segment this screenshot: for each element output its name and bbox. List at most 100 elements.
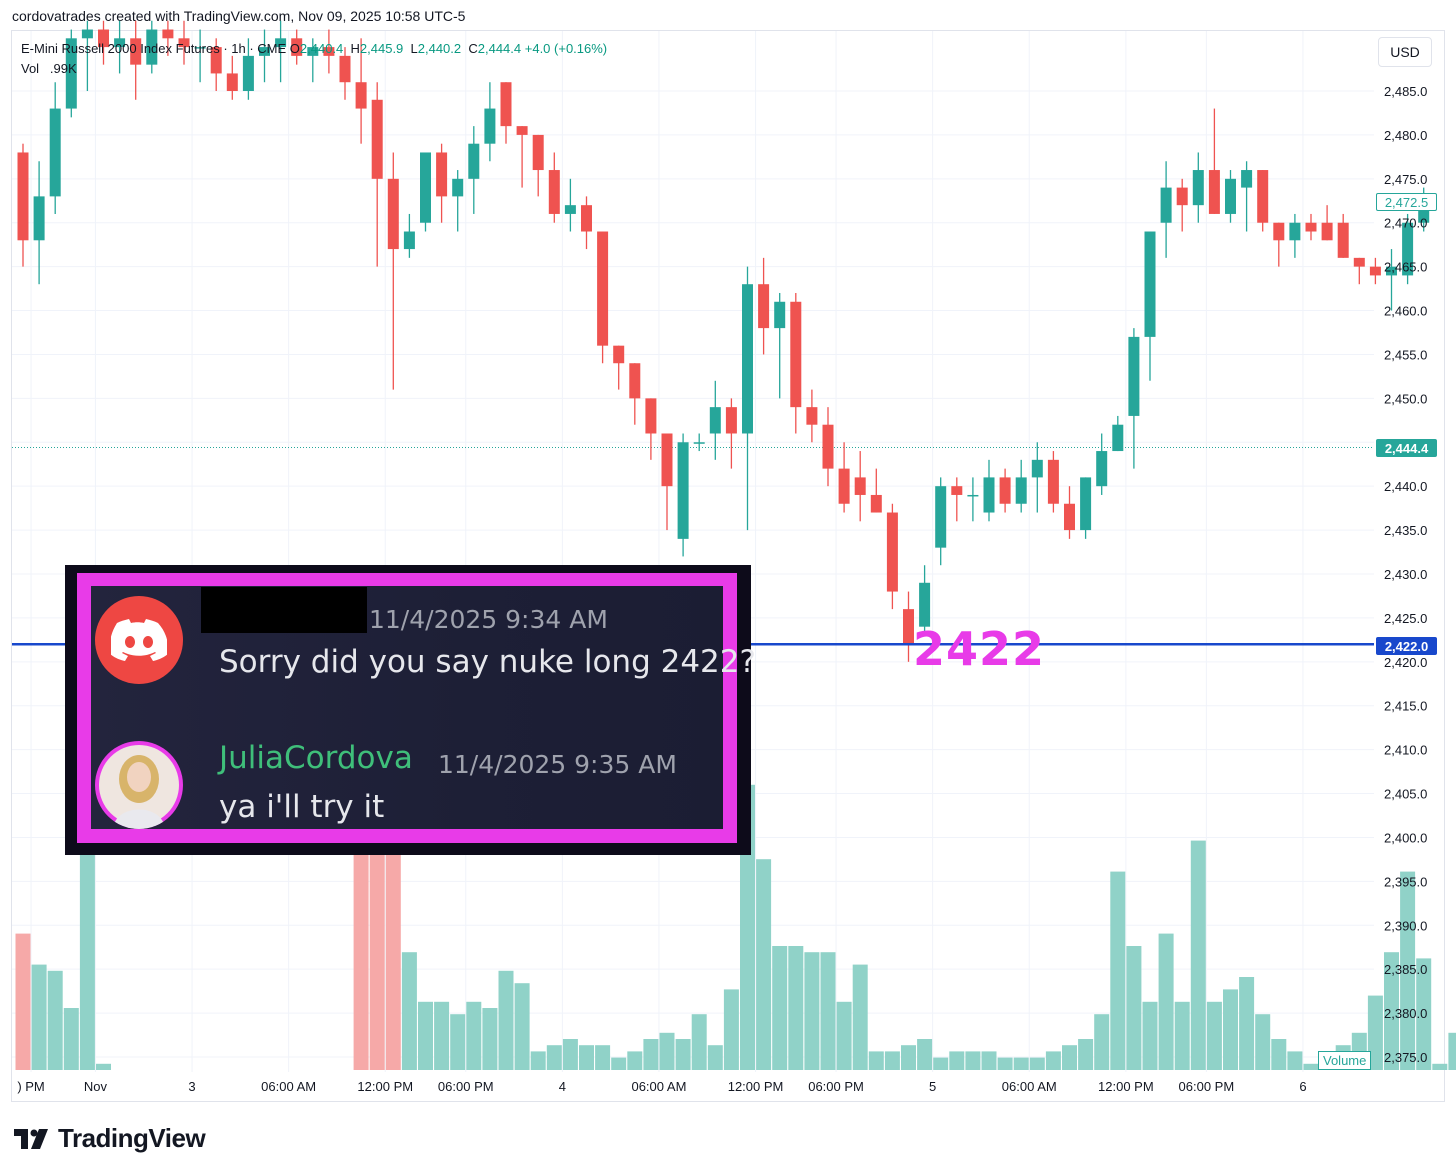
candle-body xyxy=(983,477,995,513)
candle-body xyxy=(81,29,93,39)
volume-bar xyxy=(353,797,369,1070)
currency-button[interactable]: USD xyxy=(1378,37,1432,67)
tradingview-brand[interactable]: TradingView xyxy=(14,1123,206,1154)
volume-bar xyxy=(1094,1014,1110,1070)
y-tick-label: 2,440.0 xyxy=(1384,479,1427,494)
ohlc-legend: E-Mini Russell 2000 Index Futures · 1h ·… xyxy=(21,41,607,56)
candle-body xyxy=(758,284,770,329)
volume-bar xyxy=(96,1063,111,1070)
candle-body xyxy=(1353,257,1365,267)
volume-bar xyxy=(1078,1039,1094,1070)
y-tick-label: 2,485.0 xyxy=(1384,84,1427,99)
x-tick-label: 12:00 PM xyxy=(1098,1079,1154,1094)
volume-bar xyxy=(917,1039,933,1070)
volume-bar xyxy=(965,1051,981,1070)
x-tick-label: 6 xyxy=(1299,1079,1306,1094)
volume-bar xyxy=(836,1001,852,1070)
volume-bar xyxy=(804,952,820,1070)
message-timestamp: 11/4/2025 9:34 AM xyxy=(369,605,608,634)
chart-caption: cordovatrades created with TradingView.c… xyxy=(12,8,466,24)
candle-body xyxy=(967,494,979,497)
candle-body xyxy=(677,442,689,539)
chart-frame xyxy=(11,30,1445,1102)
y-tick-label: 2,480.0 xyxy=(1384,128,1427,143)
candle-body xyxy=(742,284,753,434)
tradingview-logo-icon xyxy=(14,1128,48,1149)
volume-bar xyxy=(852,964,868,1070)
candle-body xyxy=(1176,187,1188,206)
candle-body xyxy=(98,29,109,48)
volume-bar xyxy=(627,1051,643,1070)
volume-bar xyxy=(1158,933,1174,1070)
y-tick-label: 2,475.0 xyxy=(1384,172,1427,187)
volume-bar xyxy=(756,859,772,1070)
volume-bar xyxy=(1400,871,1416,1070)
volume-bar xyxy=(1110,871,1126,1070)
volume-bar xyxy=(643,1039,659,1070)
high-label: H xyxy=(350,41,360,56)
candle-body xyxy=(709,407,721,434)
candle-body xyxy=(1208,170,1220,214)
close-label: C xyxy=(468,41,478,56)
volume-bar xyxy=(450,1014,466,1070)
volume-bar xyxy=(611,1057,627,1070)
volume-bar xyxy=(1190,840,1206,1070)
open-label: O xyxy=(289,41,300,56)
x-tick-label: 4 xyxy=(559,1079,566,1094)
y-tick-label: 2,425.0 xyxy=(1384,611,1427,626)
candle-body xyxy=(1402,222,1414,276)
candle-body xyxy=(130,38,142,65)
candle-body xyxy=(919,582,931,627)
volume-bar xyxy=(498,970,514,1070)
volume-bar xyxy=(820,952,836,1070)
x-tick-label: 06:00 AM xyxy=(631,1079,686,1094)
volume-bar xyxy=(595,1045,611,1070)
volume-bar xyxy=(369,797,385,1070)
volume-bar xyxy=(15,933,31,1070)
y-tick-label: 2,435.0 xyxy=(1384,523,1427,538)
volume-bar xyxy=(401,952,417,1070)
y-tick-label: 2,395.0 xyxy=(1384,874,1427,889)
candle-body xyxy=(403,231,415,250)
level-annotation: 2422 xyxy=(913,622,1046,676)
candle-body xyxy=(774,301,786,329)
volume-bar xyxy=(949,1051,965,1070)
volume-bar xyxy=(1013,1057,1029,1070)
candle-body xyxy=(500,82,512,127)
volume-bar xyxy=(466,1001,482,1070)
volume-bar xyxy=(514,983,530,1070)
volume-bar xyxy=(1062,1045,1077,1070)
candle-body xyxy=(854,477,866,495)
volume-bar xyxy=(1126,946,1142,1070)
volume-bar xyxy=(772,946,788,1070)
candle-body xyxy=(339,55,351,83)
volume-bar xyxy=(482,1008,498,1070)
candle-body xyxy=(838,468,850,504)
x-tick-label: 12:00 PM xyxy=(357,1079,413,1094)
candle-body xyxy=(194,47,206,49)
high-value: 2,445.9 xyxy=(359,41,404,56)
volume-bar xyxy=(1432,1063,1448,1070)
candle-body xyxy=(210,47,222,74)
volume-bar xyxy=(385,797,401,1070)
candle-body xyxy=(1225,178,1236,214)
x-tick-label: 06:00 AM xyxy=(1002,1079,1057,1094)
candle-body xyxy=(1144,231,1156,337)
volume-bar xyxy=(1384,952,1399,1070)
candle-body xyxy=(1192,170,1204,206)
candle-body xyxy=(291,38,303,56)
candle-body xyxy=(1337,222,1349,258)
low-value: 2,440.2 xyxy=(417,41,462,56)
candle-body xyxy=(275,38,287,48)
y-tick-label: 2,470.0 xyxy=(1384,216,1427,231)
volume-bar xyxy=(546,1045,562,1070)
candle-body xyxy=(581,205,592,232)
candle-body xyxy=(999,477,1011,504)
y-tick-label: 2,455.0 xyxy=(1384,347,1427,362)
volume-bar xyxy=(1255,1014,1271,1070)
candle-body xyxy=(65,38,77,109)
candle-body xyxy=(452,178,464,197)
candle-body xyxy=(468,143,480,179)
current-price-tag: 2,444.4 xyxy=(1376,439,1437,457)
y-tick-label: 2,465.0 xyxy=(1384,260,1427,275)
